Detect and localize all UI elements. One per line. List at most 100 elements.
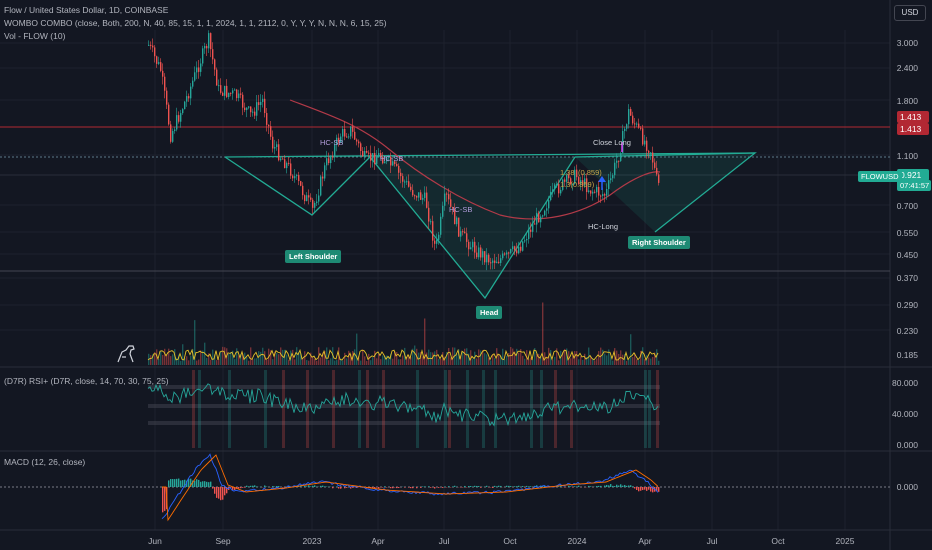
volume-bar — [590, 356, 592, 365]
chart-title[interactable]: Flow / United States Dollar, 1D, COINBAS… — [4, 5, 169, 15]
candle-body — [484, 251, 486, 263]
macd-histogram-bar — [398, 487, 400, 488]
macd-histogram-bar — [314, 485, 316, 487]
dinosaur-icon[interactable] — [117, 345, 135, 363]
macd-histogram-bar — [372, 487, 374, 489]
rsi-signal-stripe — [198, 370, 201, 448]
macd-histogram-bar — [384, 486, 386, 487]
macd-histogram-bar — [570, 486, 572, 487]
macd-histogram-bar — [604, 485, 606, 487]
right-shoulder-label[interactable]: Right Shoulder — [628, 236, 690, 249]
head-label[interactable]: Head — [476, 306, 503, 319]
macd-histogram-bar — [470, 485, 472, 487]
macd-histogram-bar — [322, 485, 324, 487]
volume-bar — [332, 347, 334, 365]
macd-histogram-bar — [308, 485, 310, 487]
volume-bar — [552, 359, 554, 365]
volume-bar — [550, 350, 552, 365]
candle-body — [360, 143, 362, 151]
head-shoulders-pattern[interactable] — [224, 152, 757, 300]
volume-bar — [178, 354, 180, 365]
candle-body — [262, 98, 264, 102]
volume-bar — [632, 357, 634, 365]
volume-bar — [482, 350, 484, 365]
indicator-label[interactable]: WOMBO COMBO (close, Both, 200, N, 40, 85… — [4, 18, 387, 28]
candle-body — [198, 67, 200, 72]
candle-body — [176, 115, 178, 130]
macd-histogram-bar — [222, 487, 224, 500]
candle-body — [184, 101, 186, 110]
rsi-signal-stripe — [306, 370, 309, 448]
candle-body — [586, 178, 588, 193]
volume-bar — [164, 348, 166, 365]
time-tick: 2024 — [567, 536, 587, 546]
volume-bar — [580, 356, 582, 365]
candle-body — [310, 197, 312, 200]
candle-body — [288, 162, 290, 164]
volume-bar — [284, 349, 286, 365]
volume-bar — [508, 352, 510, 365]
macd-histogram-bar — [428, 486, 430, 487]
volume-bar — [222, 346, 224, 365]
volume-bar — [264, 351, 266, 365]
currency-button[interactable]: USD — [894, 5, 926, 21]
macd-histogram-bar — [626, 485, 628, 487]
volume-bar — [232, 350, 234, 365]
candle-body — [182, 109, 184, 114]
fib-label: (0.859) — [578, 168, 602, 177]
candle-body — [280, 158, 282, 161]
volume-bar — [186, 356, 188, 365]
volume-indicator-label[interactable]: Vol - FLOW (10) — [4, 31, 66, 41]
macd-histogram-bar — [198, 479, 200, 487]
candle-body — [472, 241, 474, 248]
volume-bar — [398, 359, 400, 365]
candle-body — [168, 104, 170, 125]
volume-bar — [304, 351, 306, 365]
volume-bar — [272, 359, 274, 365]
macd-histogram-bar — [574, 486, 576, 487]
candle-body — [520, 246, 522, 251]
volume-bar — [386, 355, 388, 365]
volume-bar — [640, 350, 642, 365]
volume-bar — [634, 353, 636, 365]
candle-body — [568, 174, 570, 179]
macd-histogram-bar — [492, 487, 494, 488]
volume-bar — [334, 360, 336, 365]
volume-bar — [392, 358, 394, 365]
candle-body — [276, 144, 278, 147]
volume-bar — [402, 355, 404, 365]
macd-histogram-bar — [422, 486, 424, 487]
price-tick: 2.400 — [896, 63, 918, 73]
macd-label[interactable]: MACD (12, 26, close) — [4, 457, 86, 467]
time-tick: Oct — [771, 536, 785, 546]
candle-body — [648, 150, 650, 153]
candle-body — [594, 191, 596, 193]
volume-bar — [488, 357, 490, 365]
volume-bar — [658, 360, 660, 365]
macd-histogram-bar — [448, 486, 450, 487]
volume-bar — [572, 354, 574, 365]
left-shoulder-label[interactable]: Left Shoulder — [285, 250, 342, 263]
time-tick: 2025 — [835, 536, 855, 546]
macd-histogram-bar — [464, 485, 466, 487]
volume-bar — [556, 348, 558, 365]
candle-body — [504, 253, 506, 255]
volume-bar — [390, 353, 392, 365]
fib-label: 1.38 — [560, 168, 575, 177]
volume-bar — [192, 349, 194, 365]
volume-bar — [260, 351, 262, 365]
rsi-label[interactable]: (D7R) RSI+ (D7R, close, 14, 70, 30, 75, … — [4, 376, 169, 386]
volume-bar — [160, 350, 162, 365]
candle-body — [412, 189, 414, 196]
macd-histogram-bar — [412, 487, 414, 489]
volume-bar — [602, 349, 604, 365]
resistance-price-tag: 1.413 — [897, 123, 929, 135]
candle-body — [202, 48, 204, 64]
macd-histogram-bar — [390, 487, 392, 489]
candle-body — [358, 141, 360, 144]
candle-body — [496, 261, 498, 263]
candle-body — [266, 113, 268, 125]
candle-body — [488, 254, 490, 263]
